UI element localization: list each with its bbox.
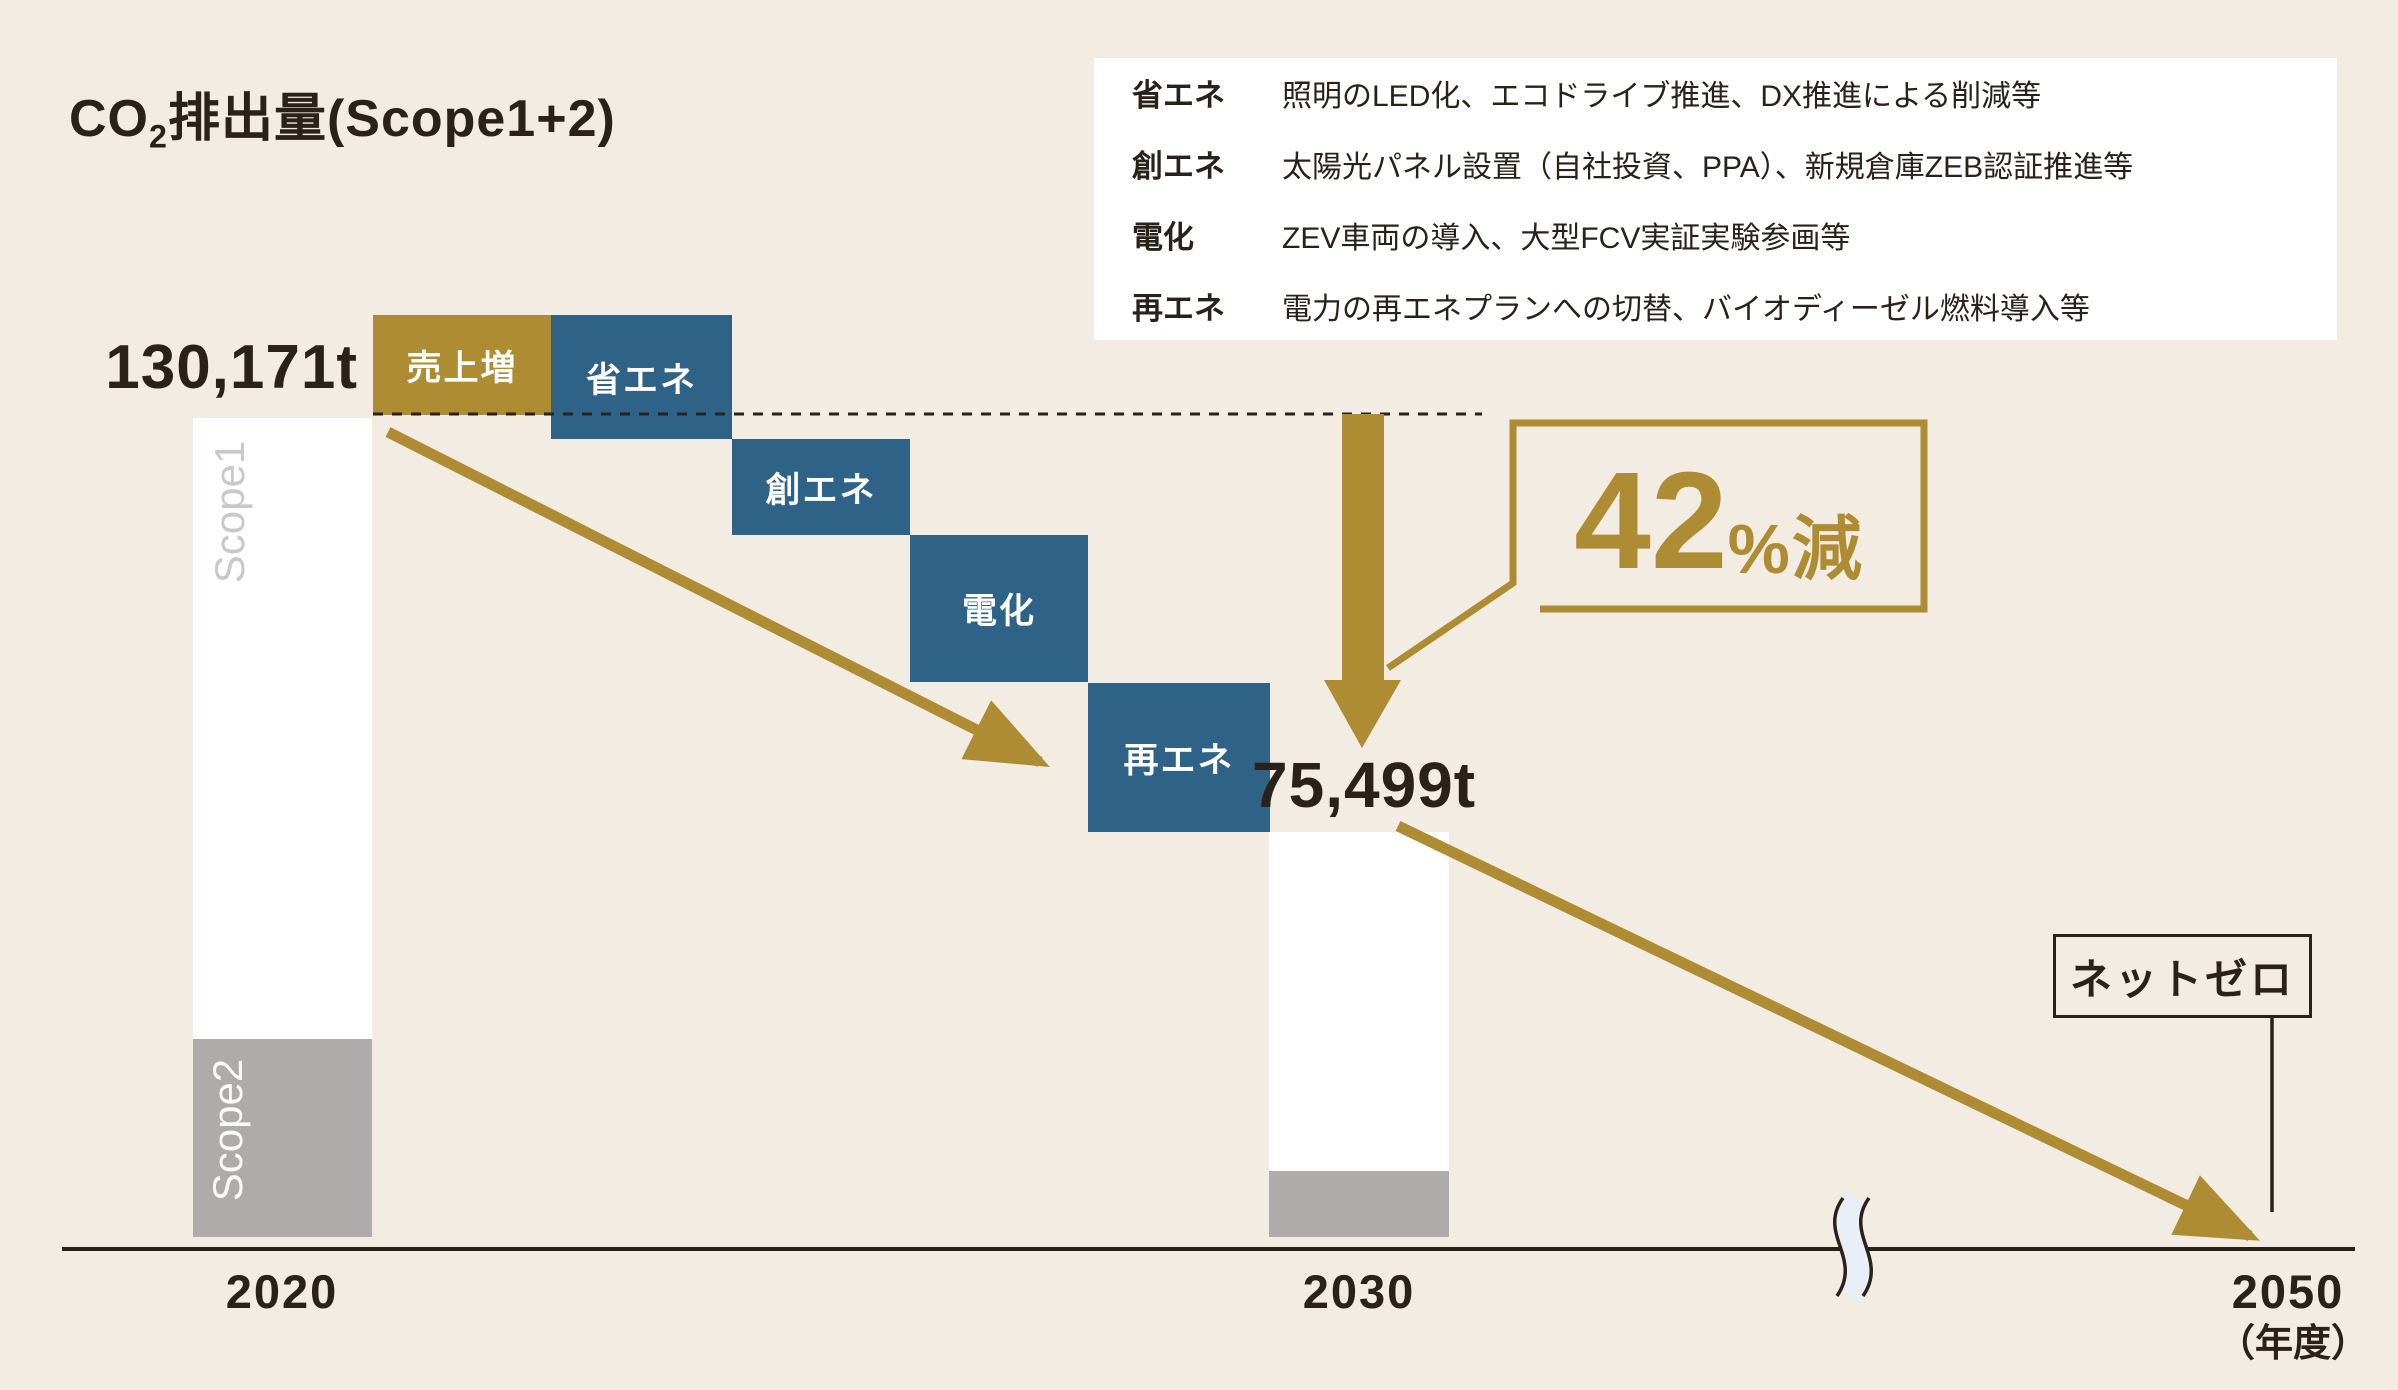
scope1-label-2020: Scope1 (206, 440, 253, 584)
title-subscript-2: 2 (149, 118, 168, 155)
big-reduction-arrow (1324, 414, 1401, 748)
step-electrification: 電化 (910, 535, 1088, 682)
legend-row-shoene: 省エネ 照明のLED化、エコドライブ推進、DX推進による削減等 (1132, 70, 2337, 115)
axis-tick-2050: 2050 (2231, 1265, 2345, 1318)
bar-2020-scope2 (193, 1039, 372, 1237)
axis-break-symbol (1833, 1190, 1873, 1304)
reduction-unit: %減 (1727, 510, 1864, 588)
axis-tick-2020: 2020 (225, 1265, 339, 1318)
netzero-badge: ネットゼロ (2053, 934, 2312, 1018)
legend-desc: ZEV車両の導入、大型FCV実証実験参画等 (1282, 222, 1851, 255)
legend-term: 省エネ (1132, 78, 1225, 113)
reduction-callout: 42 %減 (1520, 430, 1918, 590)
legend-row-soene: 創エネ 太陽光パネル設置（自社投資、PPA）、新規倉庫ZEB認証推進等 (1132, 141, 2337, 186)
legend-desc: 電力の再エネプランへの切替、バイオディーゼル燃料導入等 (1282, 293, 2090, 326)
legend-row-saiene: 再エネ 電力の再エネプランへの切替、バイオディーゼル燃料導入等 (1132, 283, 2337, 328)
scope2-label-2020: Scope2 (204, 1058, 251, 1202)
title-rest: 排出量(Scope1+2) (167, 90, 616, 148)
value-2030-total: 75,499t (1252, 749, 1477, 821)
bar-2030-scope1 (1269, 832, 1449, 1171)
step-energy-saving: 省エネ (551, 315, 732, 439)
page-title: CO2排出量(Scope1+2) (69, 76, 616, 155)
legend-desc: 照明のLED化、エコドライブ推進、DX推進による削減等 (1282, 80, 2042, 113)
step-renewable-energy: 再エネ (1088, 683, 1270, 832)
axis-unit-label: （年度） (2216, 1323, 2369, 1365)
legend-row-denka: 電化 ZEV車両の導入、大型FCV実証実験参画等 (1132, 212, 2337, 257)
bar-2020-scope1 (193, 418, 372, 1039)
legend-term: 再エネ (1132, 291, 1225, 326)
bar-2030-scope2 (1269, 1171, 1449, 1237)
step-sales-increase: 売上増 (373, 315, 551, 415)
reduction-percent: 42 (1574, 444, 1728, 598)
value-2020-total: 130,171t (105, 333, 358, 402)
legend-desc: 太陽光パネル設置（自社投資、PPA）、新規倉庫ZEB認証推進等 (1282, 151, 2134, 184)
axis-tick-2030: 2030 (1302, 1265, 1416, 1318)
legend-term: 電化 (1132, 220, 1194, 255)
netzero-trend-arrow-2030-2050 (1395, 821, 2260, 1241)
legend-term: 創エネ (1132, 149, 1225, 184)
legend-box: 省エネ 照明のLED化、エコドライブ推進、DX推進による削減等 創エネ 太陽光パ… (1094, 58, 2337, 340)
title-co: CO (69, 90, 149, 148)
step-energy-creation: 創エネ (732, 439, 910, 535)
